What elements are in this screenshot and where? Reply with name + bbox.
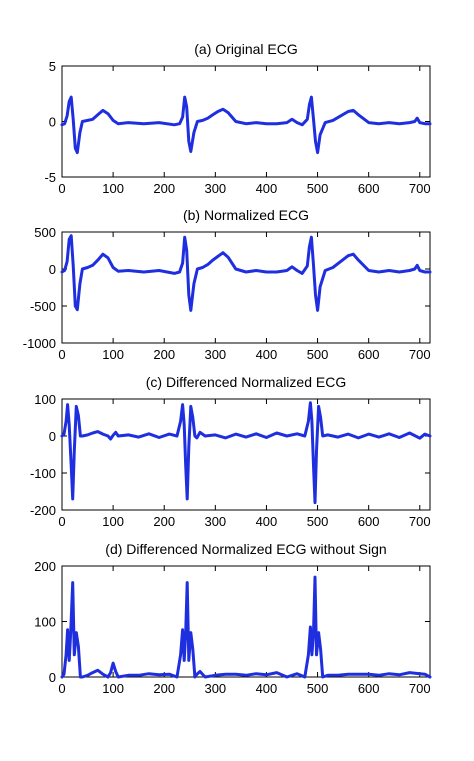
plot-frame [61,231,431,344]
x-tick-label: 100 [102,514,124,529]
y-tick-label: -5 [44,170,56,185]
x-tick-label: 300 [204,681,226,696]
chart-panel-2: (b) Normalized ECG 0 100 200 300 400 500 600 700… [23,207,432,362]
chart-title: (a) Original ECG [194,41,297,57]
x-tick-label: 0 [58,514,65,529]
y-tick-label: 0 [49,670,56,685]
y-tick-label: 0 [49,429,56,444]
chart-title: (d) Differenced Normalized ECG without S… [105,541,386,557]
ecg-trace [60,575,432,679]
x-tick-label: 100 [102,181,124,196]
x-tick-label: 600 [358,181,380,196]
y-tick-label: 5 [49,59,56,74]
x-tick-label: 200 [153,181,175,196]
ecg-trace [60,401,432,505]
plot-frame [61,398,431,511]
x-tick-label: 200 [153,514,175,529]
y-tick-label: 100 [34,615,56,630]
x-tick-label: 400 [256,347,278,362]
x-tick-label: 400 [256,181,278,196]
chart-panel-3: (c) Differenced Normalized ECG 0 100 200 300… [30,374,432,529]
x-tick-label: 0 [58,181,65,196]
x-tick-label: 500 [307,514,329,529]
x-tick-label: 0 [58,347,65,362]
chart-panel-4: (d) Differenced Normalized ECG without S… [34,541,432,696]
x-tick-label: 500 [307,681,329,696]
x-tick-label: 100 [102,347,124,362]
x-tick-label: 700 [409,514,431,529]
x-tick-label: 300 [204,347,226,362]
x-tick-label: 300 [204,514,226,529]
chart-title: (b) Normalized ECG [183,207,309,223]
x-tick-label: 600 [358,514,380,529]
x-tick-label: 400 [256,681,278,696]
y-tick-label: -500 [30,299,56,314]
chart-panel-1: (a) Original ECG 0 100 200 300 400 500 600 700 -5… [44,41,432,196]
chart-title: (c) Differenced Normalized ECG [146,374,346,390]
x-tick-label: 500 [307,347,329,362]
x-tick-label: 200 [153,681,175,696]
y-tick-label: -100 [30,466,56,481]
x-tick-label: 400 [256,514,278,529]
ecg-trace [60,234,432,312]
y-tick-label: 200 [34,559,56,574]
x-tick-label: 700 [409,681,431,696]
x-tick-label: 0 [58,681,65,696]
x-tick-label: 600 [358,681,380,696]
y-tick-label: 500 [34,225,56,240]
x-tick-label: 100 [102,681,124,696]
x-tick-label: 200 [153,347,175,362]
y-tick-label: 100 [34,392,56,407]
x-tick-label: 500 [307,181,329,196]
x-tick-label: 300 [204,181,226,196]
plot-frame [61,565,431,678]
x-tick-label: 700 [409,347,431,362]
y-tick-label: 0 [49,115,56,130]
y-tick-label: -1000 [23,336,56,351]
x-tick-label: 600 [358,347,380,362]
ecg-trace [60,95,432,155]
y-tick-label: -200 [30,503,56,518]
y-tick-label: 0 [49,262,56,277]
x-tick-label: 700 [409,181,431,196]
